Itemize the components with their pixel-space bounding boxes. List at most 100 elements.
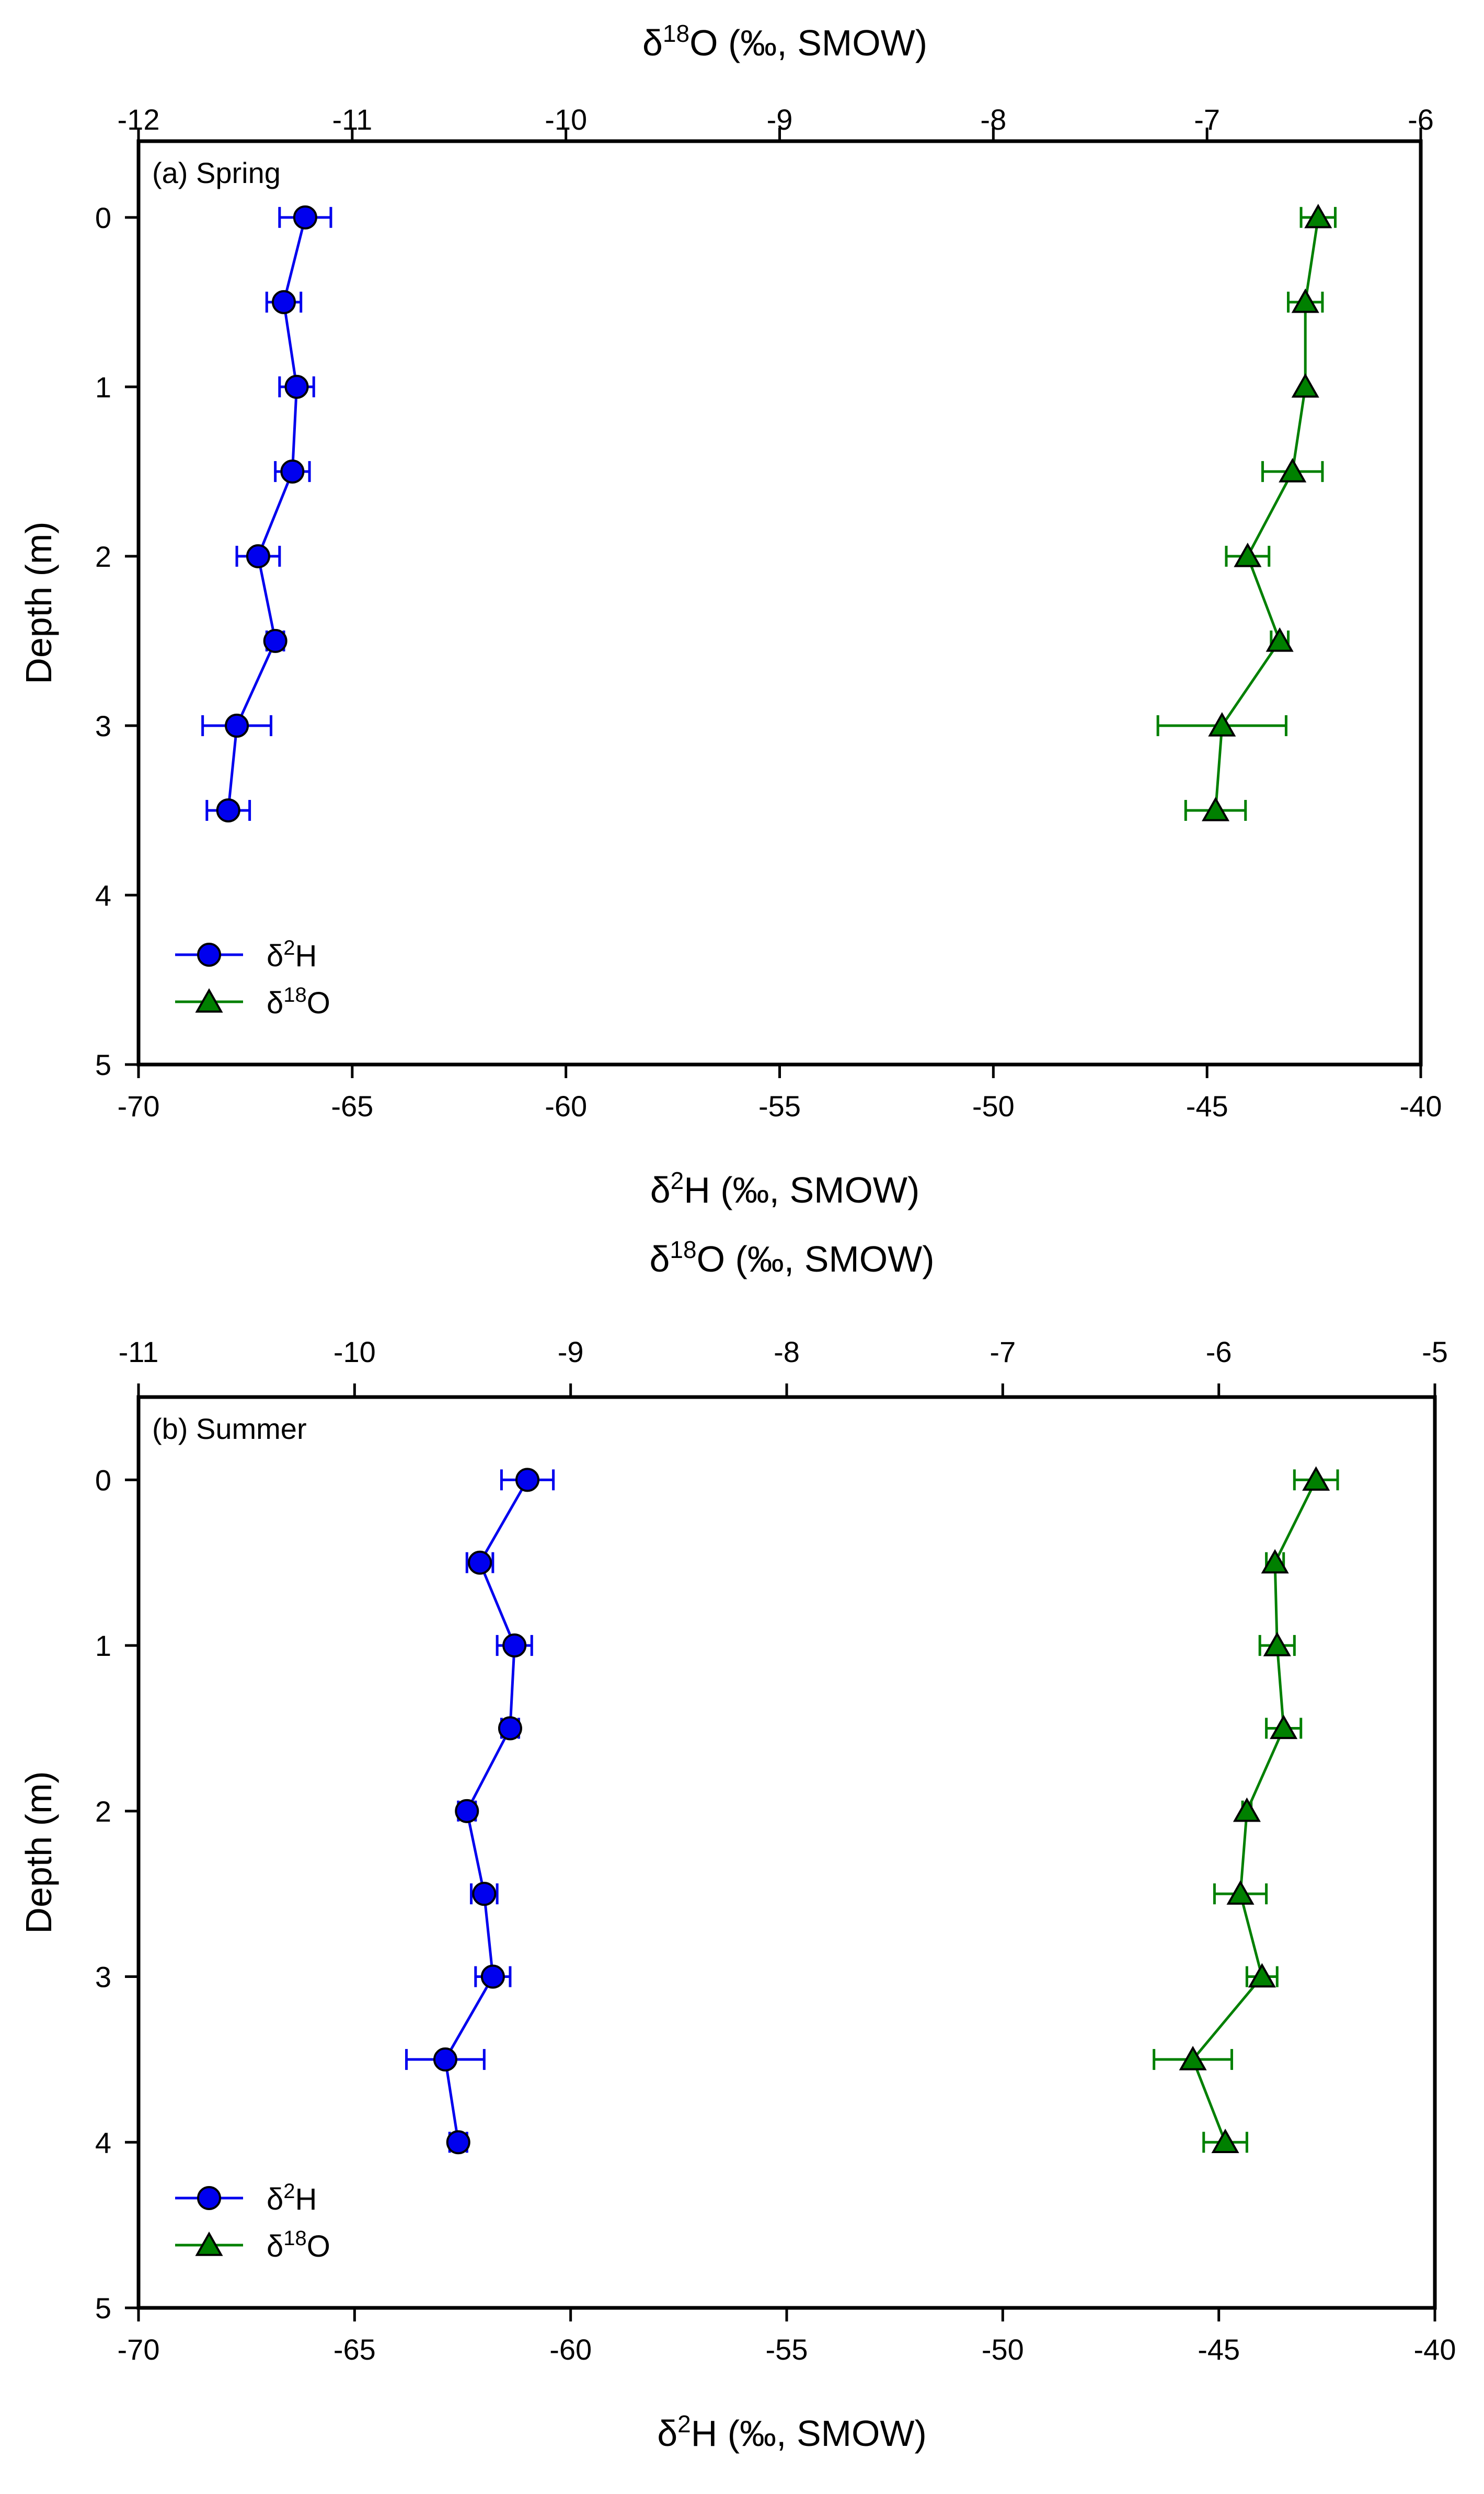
data-point-triangle [1248, 1963, 1276, 1988]
top-axis-title: δ18O (‰, SMOW) [649, 1236, 934, 1279]
legend-label-prefix: δ [267, 2182, 283, 2216]
data-point-triangle [1201, 796, 1230, 821]
data-point-triangle [1233, 1797, 1261, 1822]
data-point-circle [263, 628, 287, 653]
legend-label-prefix: δ [267, 986, 283, 1020]
bottom-axis-title-sup: 2 [671, 1167, 684, 1194]
top-tick-label: -9 [767, 103, 793, 136]
depth-tick-label: 4 [95, 2126, 111, 2159]
depth-axis-title: Depth (m) [18, 1771, 59, 1934]
data-point-triangle [1263, 1632, 1291, 1656]
data-point-triangle [1234, 542, 1262, 567]
data-point-triangle [1270, 1714, 1298, 1740]
bottom-tick-label: -45 [1198, 2333, 1240, 2366]
series-d2h [405, 1468, 555, 2155]
data-point-triangle [1304, 203, 1332, 228]
legend-label: δ18O [267, 983, 330, 1020]
top-tick-label: -8 [980, 103, 1006, 136]
top-axis-title-prefix: δ [642, 22, 663, 63]
bottom-tick-label: -65 [333, 2333, 376, 2366]
data-point-triangle [1279, 457, 1307, 483]
data-point-circle [515, 1468, 539, 1492]
top-tick-label: -7 [990, 1335, 1016, 1368]
legend-label: δ2H [267, 936, 317, 973]
data-point-circle [225, 713, 249, 738]
legend-label-suffix: H [295, 2182, 317, 2216]
data-point-circle [502, 1633, 527, 1658]
top-axis-title-suffix: O (‰, SMOW) [689, 22, 927, 63]
data-point-circle [498, 1716, 522, 1741]
depth-tick-label: 3 [95, 1961, 111, 1994]
top-axis-title: δ18O (‰, SMOW) [642, 20, 927, 63]
legend-marker-triangle [195, 988, 223, 1013]
depth-tick-label: 5 [95, 1048, 111, 1081]
bottom-axis-title: δ2H (‰, SMOW) [650, 1167, 920, 1210]
bottom-tick-label: -50 [972, 1090, 1015, 1123]
top-tick-label: -5 [1422, 1335, 1448, 1368]
plot-frame [136, 139, 1423, 1067]
panel-label: (b) Summer [152, 1412, 307, 1445]
depth-tick-label: 4 [95, 879, 111, 912]
bottom-tick-label: -60 [549, 2333, 592, 2366]
legend-label-suffix: O [307, 2229, 330, 2263]
top-tick-label: -7 [1194, 103, 1220, 136]
depth-axis-title: Depth (m) [18, 521, 59, 684]
panel-spring: -70 -65 -60 -55 -50 -45 -40-12 -11 -10 -9 -8 -7 -601… [18, 20, 1442, 1210]
data-point-triangle [1211, 2129, 1239, 2153]
depth-tick-label: 2 [95, 540, 111, 573]
top-tick-label: -10 [545, 103, 587, 136]
series-d18o [1153, 1466, 1339, 2153]
data-point-triangle [1302, 1466, 1330, 1491]
bottom-tick-label: -60 [545, 1090, 587, 1123]
data-point-circle [280, 459, 305, 484]
depth-tick-label: 0 [95, 201, 111, 234]
data-point-triangle [1208, 712, 1236, 737]
depth-tick-label: 0 [95, 1463, 111, 1496]
data-point-circle [293, 205, 317, 230]
bottom-tick-label: -70 [118, 1090, 160, 1123]
depth-tick-label: 5 [95, 2292, 111, 2325]
legend-marker-circle [197, 2186, 221, 2210]
bottom-tick-label: -55 [758, 1090, 801, 1123]
data-point-circle [433, 2047, 457, 2072]
series-line [1214, 217, 1320, 811]
data-point-circle [446, 2130, 470, 2155]
top-tick-label: -9 [558, 1335, 584, 1368]
top-tick-label: -10 [333, 1335, 376, 1368]
bottom-tick-label: -65 [331, 1090, 373, 1123]
data-point-triangle [1261, 1549, 1289, 1574]
data-point-circle [216, 798, 240, 822]
legend-label-prefix: δ [267, 939, 283, 973]
depth-tick-label: 3 [95, 710, 111, 742]
data-point-triangle [1179, 2045, 1207, 2070]
top-tick-label: -6 [1408, 103, 1434, 136]
legend-label-prefix: δ [267, 2229, 283, 2263]
panel-label: (a) Spring [152, 156, 281, 189]
depth-tick-label: 2 [95, 1795, 111, 1828]
data-point-circle [472, 1882, 497, 1906]
depth-tick-label: 1 [95, 1629, 111, 1662]
top-axis-title-prefix: δ [649, 1239, 670, 1279]
data-point-circle [272, 290, 296, 314]
data-point-circle [455, 1799, 479, 1823]
legend-label-sup: 18 [283, 2227, 307, 2250]
series-d18o [1156, 203, 1337, 821]
plot-frame [136, 1395, 1437, 2310]
legend-label-suffix: O [307, 986, 330, 1020]
bottom-axis-title-sup: 2 [677, 2410, 691, 2438]
bottom-axis-title-suffix: H (‰, SMOW) [691, 2413, 927, 2454]
top-tick-label: -11 [332, 103, 372, 136]
legend-label-sup: 2 [283, 936, 295, 959]
top-tick-label: -8 [774, 1335, 800, 1368]
top-axis-title-sup: 18 [663, 20, 689, 47]
series-d2h [201, 205, 332, 822]
legend-label-sup: 2 [283, 2180, 295, 2203]
bottom-tick-label: -70 [118, 2333, 160, 2366]
bottom-tick-label: -50 [982, 2333, 1024, 2366]
depth-tick-label: 1 [95, 371, 111, 404]
data-point-circle [480, 1964, 505, 1989]
bottom-tick-label: -40 [1400, 1090, 1442, 1123]
bottom-axis-title: δ2H (‰, SMOW) [657, 2410, 927, 2454]
data-point-circle [246, 544, 270, 568]
